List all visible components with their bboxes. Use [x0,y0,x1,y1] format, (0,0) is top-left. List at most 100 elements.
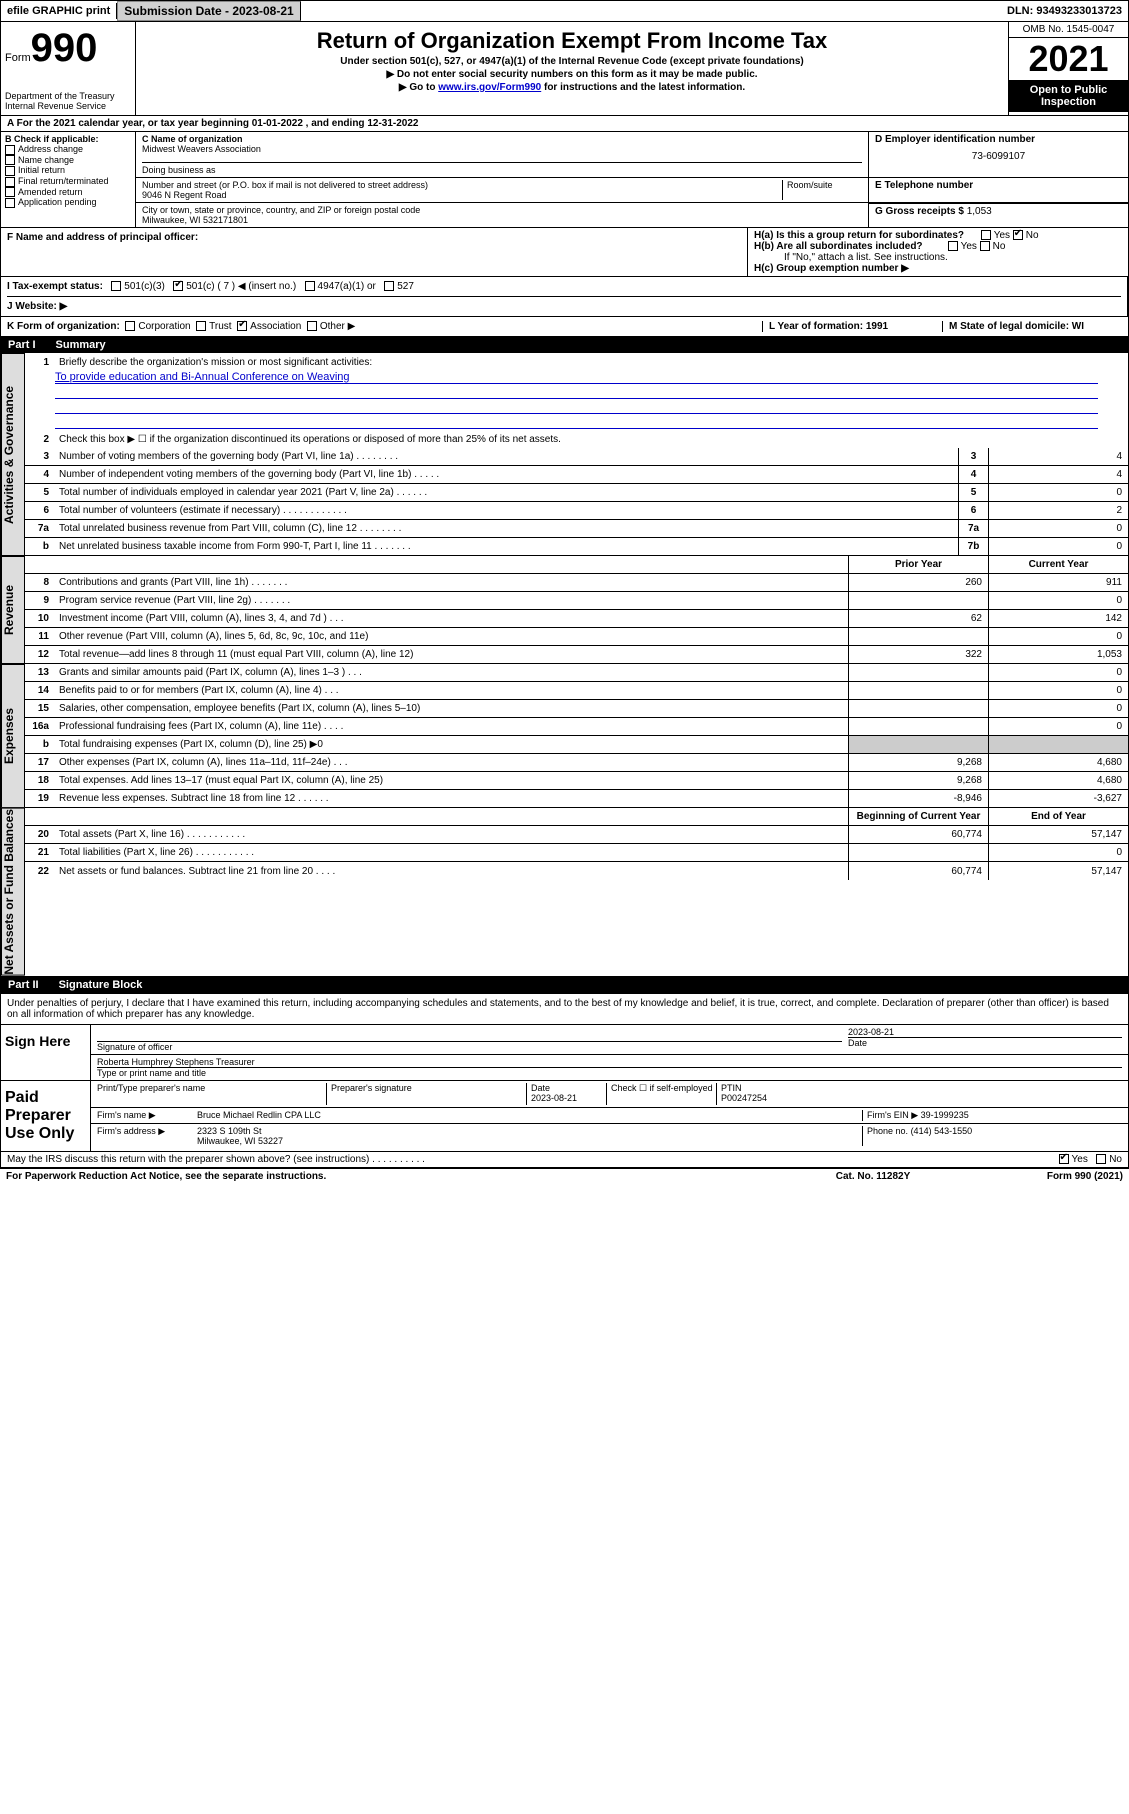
end-hdr: End of Year [988,808,1128,825]
ein-lbl: Firm's EIN ▶ [867,1110,918,1120]
chk-corp[interactable] [125,321,135,331]
tax-year: 2021 [1009,38,1128,80]
perjury: Under penalties of perjury, I declare th… [0,993,1129,1025]
i-label: I Tax-exempt status: [7,281,103,292]
chk-final[interactable]: Final return/terminated [5,176,131,187]
l5-val: 0 [988,484,1128,501]
top-bar: efile GRAPHIC print Submission Date - 20… [0,0,1129,22]
l13-desc: Grants and similar amounts paid (Part IX… [55,665,848,680]
l18-desc: Total expenses. Add lines 13–17 (must eq… [55,773,848,788]
submission-date-btn[interactable]: Submission Date - 2023-08-21 [117,1,300,21]
l5-desc: Total number of individuals employed in … [55,485,958,500]
s2: Check this box ▶ ☐ if the organization d… [55,432,1128,447]
l4-desc: Number of independent voting members of … [55,467,958,482]
firm-name-lbl: Firm's name ▶ [97,1110,197,1121]
l8-p: 260 [848,574,988,591]
city: Milwaukee, WI 532171801 [142,215,862,225]
side-governance: Activities & Governance [1,353,25,556]
l20-desc: Total assets (Part X, line 16) . . . . .… [55,827,848,842]
l20-c: 57,147 [988,826,1128,843]
l22-p: 60,774 [848,862,988,880]
prep-sig-lbl: Preparer's signature [327,1083,527,1105]
l6-desc: Total number of volunteers (estimate if … [55,503,958,518]
chk-name[interactable]: Name change [5,155,131,166]
s1-q: Briefly describe the organization's miss… [55,355,1128,370]
firm-phone: (414) 543-1550 [911,1126,973,1136]
l19-p: -8,946 [848,790,988,807]
mission[interactable]: To provide education and Bi-Annual Confe… [55,371,1098,384]
l7b-val: 0 [988,538,1128,555]
part2-header: Part IISignature Block [0,977,1129,993]
chk-501c[interactable] [173,281,183,291]
firm-addr1: 2323 S 109th St [197,1126,862,1136]
l17-p: 9,268 [848,754,988,771]
chk-527[interactable] [384,281,394,291]
sig-date: 2023-08-21 [848,1027,1122,1037]
l10-p: 62 [848,610,988,627]
l3-desc: Number of voting members of the governin… [55,449,958,464]
efile-label: efile GRAPHIC print [1,3,117,19]
l21-desc: Total liabilities (Part X, line 26) . . … [55,845,848,860]
discuss-yes[interactable] [1059,1154,1069,1164]
ptin-lbl: PTIN [721,1083,1122,1093]
prior-hdr: Prior Year [848,556,988,573]
l16a-desc: Professional fundraising fees (Part IX, … [55,719,848,734]
h-c: H(c) Group exemption number ▶ [754,263,1122,274]
l14-desc: Benefits paid to or for members (Part IX… [55,683,848,698]
h-b-note: If "No," attach a list. See instructions… [754,252,1122,263]
discuss-no[interactable] [1096,1154,1106,1164]
irs: Internal Revenue Service [5,101,131,111]
b-header: B Check if applicable: [5,134,131,144]
l7a-desc: Total unrelated business revenue from Pa… [55,521,958,536]
form-header: Form990 Department of the Treasury Inter… [0,22,1129,116]
section-bcde: B Check if applicable: Address change Na… [0,132,1129,228]
side-revenue: Revenue [1,556,25,664]
street-label: Number and street (or P.O. box if mail i… [142,180,782,190]
chk-initial[interactable]: Initial return [5,165,131,176]
footer: For Paperwork Reduction Act Notice, see … [0,1168,1129,1184]
street: 9046 N Regent Road [142,190,782,200]
irs-link[interactable]: www.irs.gov/Form990 [438,82,541,93]
l12-c: 1,053 [988,646,1128,663]
l15-desc: Salaries, other compensation, employee b… [55,701,848,716]
j-website: J Website: ▶ [7,301,67,312]
city-label: City or town, state or province, country… [142,205,862,215]
l15-p [848,700,988,717]
chk-app[interactable]: Application pending [5,197,131,208]
l14-p [848,682,988,699]
cat-no: Cat. No. 11282Y [773,1171,973,1182]
l14-c: 0 [988,682,1128,699]
chk-amended[interactable]: Amended return [5,187,131,198]
chk-trust[interactable] [196,321,206,331]
paid-prep-label: Paid Preparer Use Only [1,1081,91,1151]
l9-desc: Program service revenue (Part VIII, line… [55,593,848,608]
l16a-c: 0 [988,718,1128,735]
l13-c: 0 [988,664,1128,681]
l11-desc: Other revenue (Part VIII, column (A), li… [55,629,848,644]
chk-4947[interactable] [305,281,315,291]
sig-officer-lbl: Signature of officer [97,1041,842,1052]
chk-address[interactable]: Address change [5,144,131,155]
chk-assoc[interactable] [237,321,247,331]
h-b: H(b) Are all subordinates included? Yes … [754,241,1122,252]
l17-desc: Other expenses (Part IX, column (A), lin… [55,755,848,770]
subtitle-2: ▶ Do not enter social security numbers o… [142,69,1002,80]
officer-name: Roberta Humphrey Stephens Treasurer [97,1057,1122,1067]
l4-val: 4 [988,466,1128,483]
chk-other[interactable] [307,321,317,331]
m-state: M State of legal domicile: WI [942,321,1122,332]
l3-val: 4 [988,448,1128,465]
row-fh: F Name and address of principal officer:… [0,228,1129,277]
l8-c: 911 [988,574,1128,591]
form-word: Form [5,52,31,64]
pra: For Paperwork Reduction Act Notice, see … [6,1171,773,1182]
chk-501c3[interactable] [111,281,121,291]
dept: Department of the Treasury [5,91,131,101]
d-label: D Employer identification number [875,134,1122,145]
prep-date-lbl: Date [531,1083,606,1093]
gross-receipts: 1,053 [967,206,992,217]
l9-c: 0 [988,592,1128,609]
g-label: G Gross receipts $ [875,206,964,217]
dln: DLN: 93493233013723 [1001,3,1128,19]
l13-p [848,664,988,681]
